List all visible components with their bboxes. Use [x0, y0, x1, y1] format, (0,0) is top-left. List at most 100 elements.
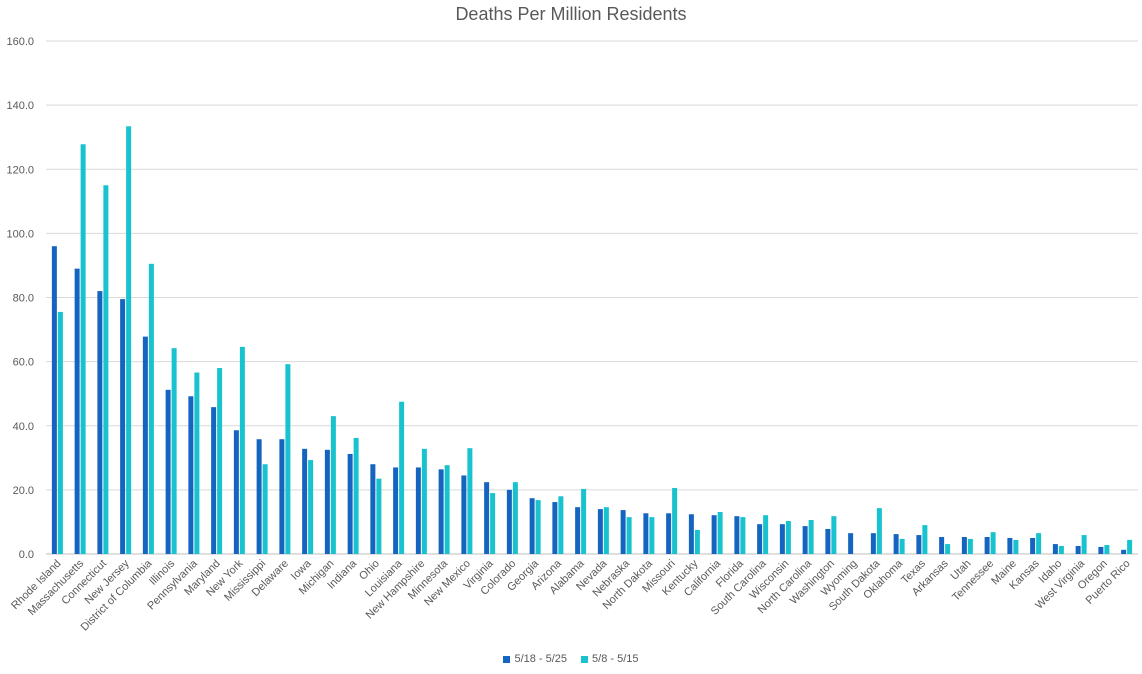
bar-2-23: [581, 488, 587, 554]
bar-1-5: [165, 389, 171, 554]
bar-2-1: [80, 144, 86, 554]
bar-2-32: [785, 520, 791, 554]
chart-legend: 5/18 - 5/25 5/8 - 5/15: [0, 653, 1142, 665]
bar-2-36: [876, 508, 882, 554]
bar-1-24: [597, 509, 603, 554]
bar-1-12: [324, 449, 330, 554]
bar-2-28: [694, 529, 700, 554]
bar-2-15: [399, 401, 405, 554]
bar-1-26: [643, 513, 649, 554]
bar-2-7: [217, 368, 223, 554]
bar-1-9: [256, 439, 262, 554]
bar-1-42: [1007, 537, 1013, 554]
bar-1-29: [711, 515, 717, 554]
bar-1-20: [506, 489, 512, 554]
bar-1-44: [1052, 544, 1058, 554]
bar-1-6: [188, 396, 194, 554]
bar-1-21: [529, 498, 535, 554]
bar-2-0: [57, 311, 63, 554]
bar-2-8: [239, 346, 245, 554]
bar-2-41: [990, 532, 996, 554]
bar-2-37: [899, 538, 905, 554]
bar-2-38: [922, 525, 928, 554]
bar-2-26: [649, 517, 655, 554]
bar-1-17: [438, 469, 444, 554]
bar-2-22: [558, 496, 564, 554]
bar-2-17: [444, 465, 450, 554]
bar-1-43: [1030, 537, 1036, 554]
bar-1-3: [120, 299, 126, 554]
bar-2-18: [467, 448, 473, 554]
bar-1-41: [984, 537, 990, 554]
chart-title: Deaths Per Million Residents: [455, 4, 687, 24]
bar-1-7: [211, 407, 217, 554]
bar-2-43: [1036, 533, 1042, 554]
bar-1-19: [484, 482, 490, 554]
bar-1-15: [393, 467, 399, 554]
bar-2-42: [1013, 539, 1019, 554]
y-tick-label-4: 80.0: [13, 293, 34, 305]
bar-1-30: [734, 516, 740, 554]
bar-1-16: [415, 467, 421, 554]
bar-1-37: [893, 534, 899, 554]
legend-label-series-2: 5/8 - 5/15: [592, 653, 639, 665]
y-tick-label-3: 60.0: [13, 357, 34, 369]
bar-1-31: [757, 524, 763, 554]
bar-2-11: [308, 460, 314, 554]
bar-2-44: [1058, 545, 1064, 554]
bar-2-13: [353, 437, 359, 554]
bar-1-23: [575, 507, 581, 554]
bar-2-5: [171, 348, 177, 554]
bar-2-6: [194, 372, 200, 554]
bar-2-20: [512, 482, 518, 554]
legend-item-series-1: 5/18 - 5/25: [503, 653, 567, 665]
bar-1-38: [916, 535, 922, 554]
bar-1-47: [1121, 549, 1127, 554]
bar-2-27: [672, 487, 678, 554]
bar-1-11: [302, 448, 308, 554]
bar-2-21: [535, 500, 541, 554]
bar-2-12: [330, 416, 336, 554]
bar-2-30: [740, 517, 746, 554]
legend-label-series-1: 5/18 - 5/25: [514, 653, 568, 665]
y-tick-label-6: 120.0: [6, 164, 34, 176]
bar-2-9: [262, 464, 268, 554]
bar-1-28: [688, 514, 694, 554]
bar-2-29: [717, 511, 723, 554]
bar-2-34: [831, 516, 837, 554]
bar-2-16: [421, 448, 427, 554]
bar-2-40: [967, 538, 973, 554]
bar-1-35: [848, 533, 854, 554]
bar-1-13: [347, 453, 353, 554]
bar-1-8: [233, 430, 239, 554]
y-tick-label-1: 20.0: [13, 485, 34, 497]
bar-1-2: [97, 291, 103, 554]
bar-2-14: [376, 478, 382, 554]
bar-1-39: [939, 537, 945, 554]
bar-2-25: [626, 517, 632, 554]
bar-1-45: [1075, 545, 1081, 554]
bar-1-0: [51, 246, 57, 554]
bar-1-22: [552, 502, 558, 554]
bar-1-27: [666, 513, 672, 554]
bar-1-46: [1098, 546, 1104, 554]
y-tick-label-5: 100.0: [6, 228, 34, 240]
bar-2-31: [763, 515, 769, 554]
y-tick-label-7: 140.0: [6, 100, 34, 112]
bar-2-45: [1081, 535, 1087, 554]
y-tick-label-8: 160.0: [6, 36, 34, 48]
legend-swatch-series-2: [581, 655, 589, 663]
bar-1-25: [620, 510, 626, 554]
bar-2-3: [126, 126, 132, 554]
bar-2-24: [603, 507, 609, 554]
y-tick-label-0: 0.0: [19, 549, 34, 561]
bar-1-10: [279, 439, 285, 554]
legend-item-series-2: 5/8 - 5/15: [581, 653, 639, 665]
bar-1-32: [779, 524, 785, 554]
bar-1-4: [142, 336, 148, 554]
bar-1-14: [370, 464, 376, 554]
bar-2-19: [490, 493, 496, 554]
bar-2-10: [285, 364, 291, 554]
